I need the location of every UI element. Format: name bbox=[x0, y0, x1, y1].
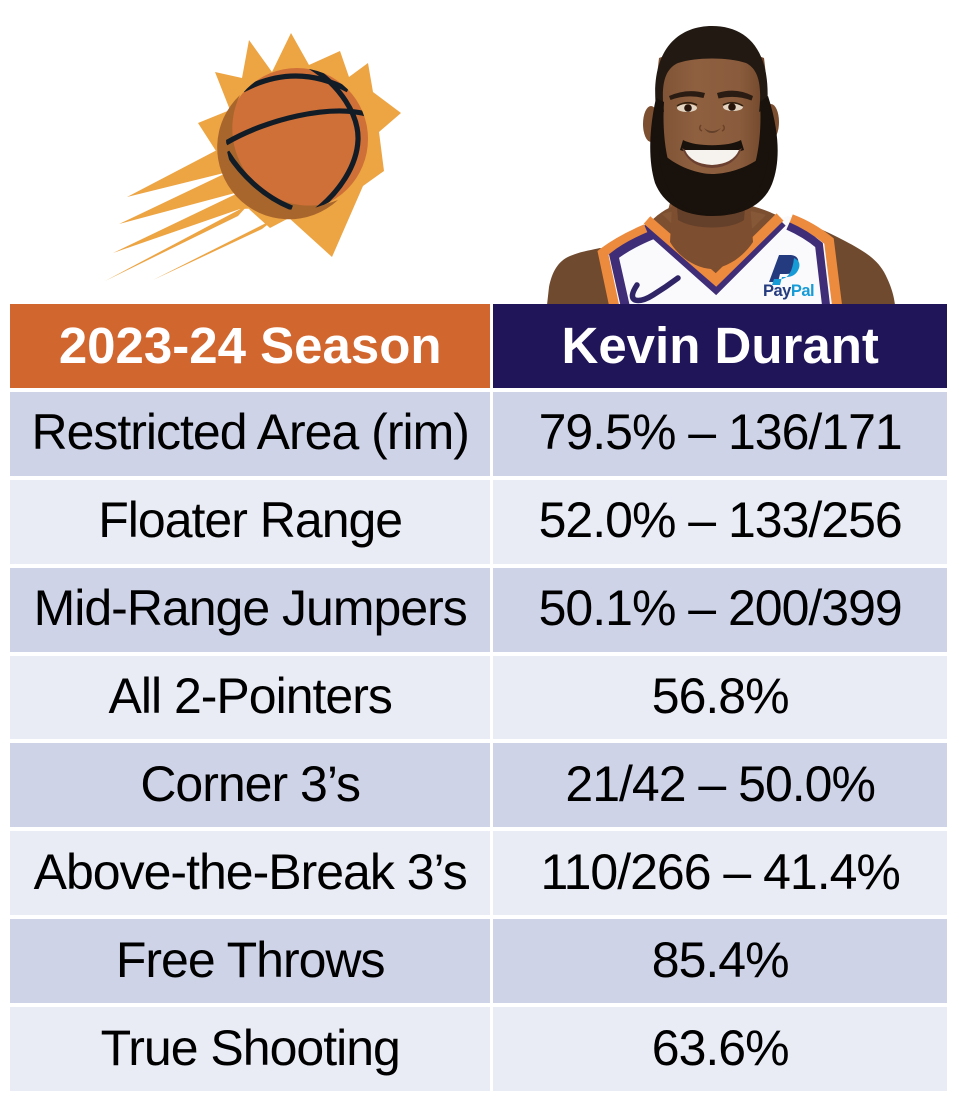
svg-text:PayPal: PayPal bbox=[763, 282, 814, 300]
